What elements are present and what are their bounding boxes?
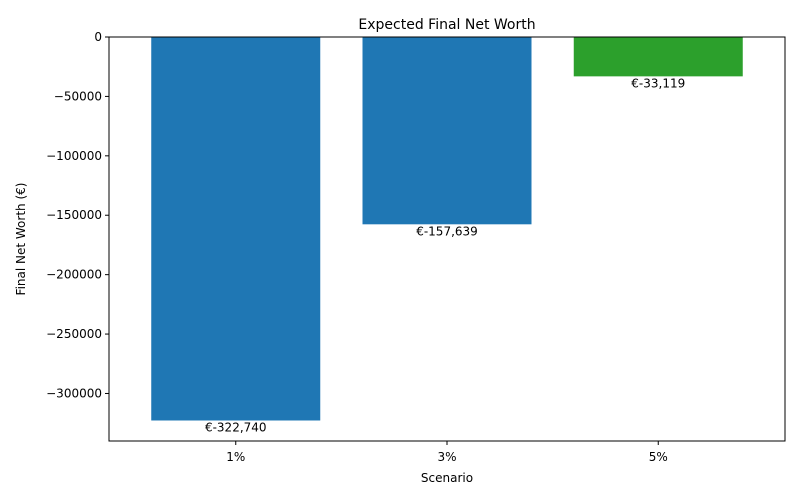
bar-2 <box>362 37 532 225</box>
bar-value-label-3: €-33,119 <box>631 76 685 90</box>
bar-labels-group: €-322,740 €-157,639 €-33,119 <box>205 76 685 434</box>
y-axis-ticks: 0 −50000 −100000 −150000 −200000 −250000 −3000… <box>46 30 109 400</box>
y-tick-label: −50000 <box>54 89 102 103</box>
bar-value-label-2: €-157,639 <box>416 224 478 238</box>
chart-title: Expected Final Net Worth <box>358 17 535 33</box>
bar-1 <box>151 37 321 421</box>
x-tick-label: 5% <box>649 450 668 464</box>
x-tick-label: 1% <box>226 450 245 464</box>
bar-3 <box>573 37 743 77</box>
y-tick-label: −100000 <box>46 149 102 163</box>
y-axis-label: Final Net Worth (€) <box>14 183 28 296</box>
bar-value-label-1: €-322,740 <box>205 420 267 434</box>
y-tick-label: −250000 <box>46 327 102 341</box>
bars-group <box>151 37 743 421</box>
y-tick-label: 0 <box>94 30 102 44</box>
y-tick-label: −200000 <box>46 268 102 282</box>
x-axis-ticks: 1% 3% 5% <box>226 441 668 464</box>
y-tick-label: −150000 <box>46 208 102 222</box>
x-tick-label: 3% <box>437 450 456 464</box>
x-axis-label: Scenario <box>421 471 473 485</box>
y-tick-label: −300000 <box>46 386 102 400</box>
